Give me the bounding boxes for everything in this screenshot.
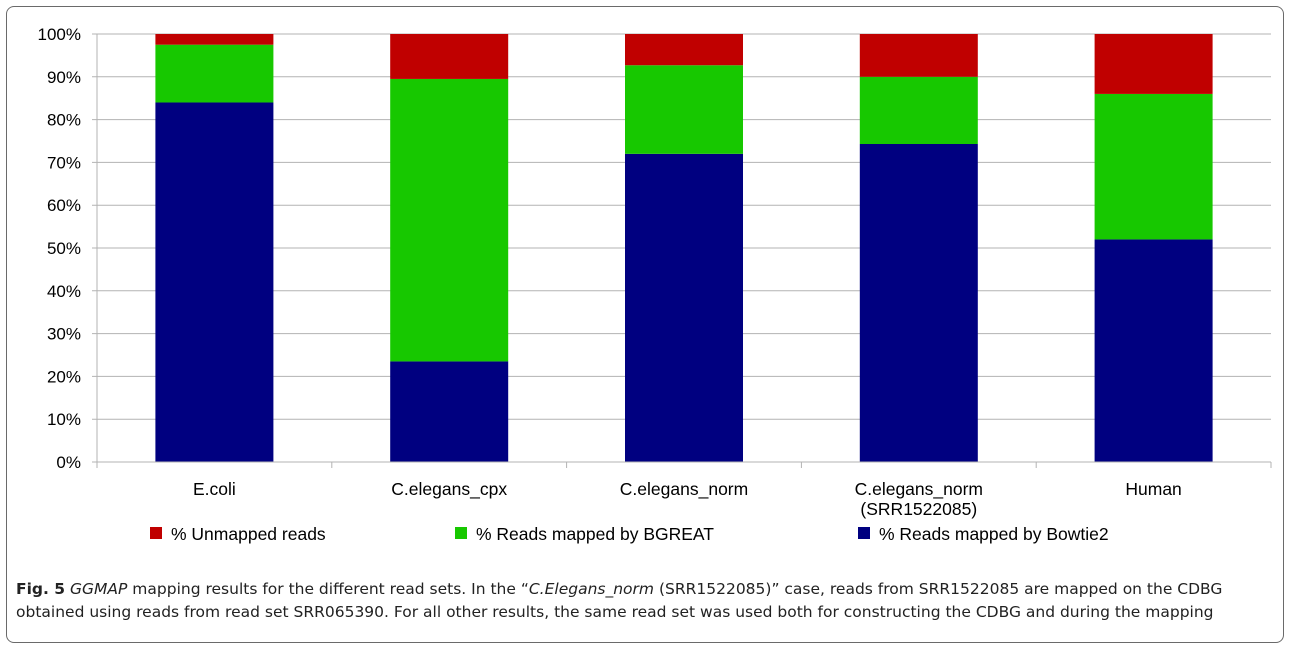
x-tick-label: C.elegans_norm bbox=[620, 479, 748, 500]
bar-segment bbox=[1094, 239, 1213, 462]
bar-segment bbox=[1094, 34, 1213, 94]
bar-segment bbox=[625, 153, 743, 462]
y-tick-label: 60% bbox=[47, 196, 81, 215]
bar-segment bbox=[390, 34, 509, 79]
caption-text-1: mapping results for the different read s… bbox=[127, 580, 529, 598]
bar-segment bbox=[155, 102, 274, 462]
legend-label: % Reads mapped by BGREAT bbox=[476, 524, 714, 544]
y-tick-label: 80% bbox=[47, 111, 81, 130]
bar-segment bbox=[390, 361, 509, 462]
y-tick-label: 70% bbox=[47, 153, 81, 172]
legend-label: % Unmapped reads bbox=[171, 524, 326, 544]
caption-tool-name: GGMAP bbox=[70, 580, 128, 598]
x-tick-label: Human bbox=[1125, 479, 1181, 499]
y-tick-label: 20% bbox=[47, 367, 81, 386]
y-tick-label: 100% bbox=[38, 25, 81, 44]
legend-label: % Reads mapped by Bowtie2 bbox=[879, 524, 1109, 544]
x-tick-label: C.elegans_cpx bbox=[391, 479, 507, 500]
y-tick-label: 40% bbox=[47, 282, 81, 301]
legend-swatch bbox=[858, 527, 870, 539]
caption-label: Fig. 5 bbox=[16, 580, 66, 598]
figure-caption: Fig. 5 GGMAP mapping results for the dif… bbox=[16, 578, 1278, 623]
bar-segment bbox=[1094, 93, 1213, 240]
y-tick-label: 30% bbox=[47, 325, 81, 344]
bar-segment bbox=[155, 44, 274, 103]
x-tick-label: C.elegans_norm bbox=[855, 479, 983, 500]
y-tick-label: 90% bbox=[47, 68, 81, 87]
stacked-bar-chart: 0% 10% 20% 30% 40% 50% 60% 70% 80% 90% 100% E.coli C… bbox=[38, 25, 1272, 544]
bar-segment bbox=[625, 65, 743, 154]
bar-segment bbox=[859, 34, 978, 77]
caption-case-name: C.Elegans_norm bbox=[528, 580, 655, 598]
y-tick-label: 50% bbox=[47, 239, 81, 258]
y-tick-label: 10% bbox=[47, 410, 81, 429]
bar-segment bbox=[625, 34, 743, 66]
x-tick-label: E.coli bbox=[193, 479, 236, 499]
y-tick-label: 0% bbox=[56, 453, 81, 472]
x-tick-label: (SRR1522085) bbox=[860, 499, 977, 519]
bar-segment bbox=[859, 76, 978, 144]
bar-segment bbox=[390, 78, 509, 362]
caption-text-2: (SRR1522085)” case, reads from SRR152208… bbox=[16, 580, 1223, 621]
legend-swatch bbox=[150, 527, 162, 539]
legend-swatch bbox=[455, 527, 467, 539]
bar-segment bbox=[155, 34, 274, 45]
figure-frame bbox=[6, 6, 1284, 643]
bar-segment bbox=[859, 143, 978, 462]
